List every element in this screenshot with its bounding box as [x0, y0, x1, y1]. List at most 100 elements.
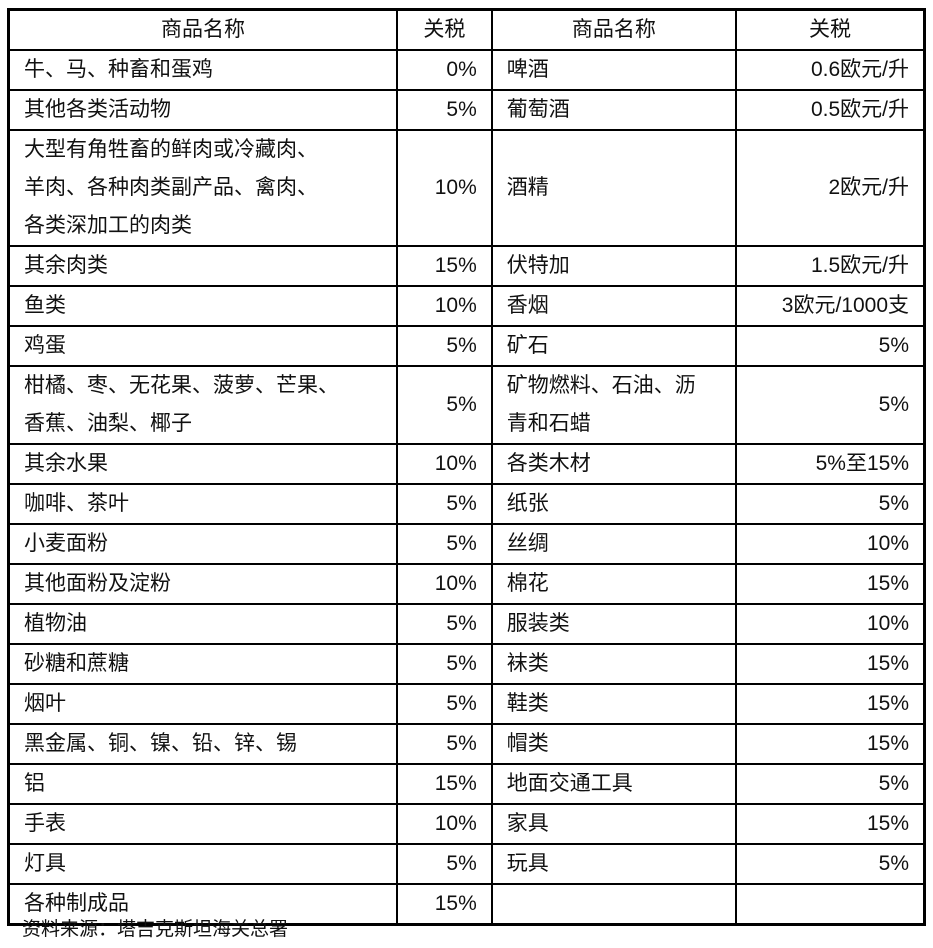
- tariff-cell: 5%: [395, 683, 493, 725]
- header-product-name: 商品名称: [490, 8, 737, 51]
- product-name-cell: 大型有角牲畜的鲜肉或冷藏肉、 羊肉、各种肉类副产品、禽肉、 各类深加工的肉类: [7, 129, 398, 247]
- product-name-cell: 香烟: [490, 285, 737, 327]
- product-name-cell: 鱼类: [7, 285, 398, 327]
- tariff-cell: 5%: [395, 483, 493, 525]
- tariff-cell: 0.5欧元/升: [734, 89, 926, 131]
- tariff-cell: 10%: [734, 603, 926, 645]
- table-row: 各种制成品 15%: [7, 883, 926, 926]
- product-name-cell: 袜类: [490, 643, 737, 685]
- tariff-cell: 5%: [734, 483, 926, 525]
- tariff-cell: 10%: [734, 523, 926, 565]
- tariff-cell: 15%: [734, 803, 926, 845]
- tariff-cell: 15%: [734, 683, 926, 725]
- tariff-cell: 10%: [395, 285, 493, 327]
- header-row: 商品名称 关税 商品名称 关税: [7, 8, 926, 51]
- tariff-cell: [734, 883, 926, 926]
- table-row: 牛、马、种畜和蛋鸡 0% 啤酒 0.6欧元/升: [7, 49, 926, 91]
- tariff-cell: 10%: [395, 443, 493, 485]
- tariff-cell: 5%: [395, 89, 493, 131]
- product-name-cell: 其他面粉及淀粉: [7, 563, 398, 605]
- product-name-cell: 服装类: [490, 603, 737, 645]
- product-name-cell: 矿石: [490, 325, 737, 367]
- product-name-cell: 植物油: [7, 603, 398, 645]
- product-name-cell: 各种制成品: [7, 883, 398, 926]
- tariff-cell: 5%: [395, 603, 493, 645]
- table-row: 铝 15% 地面交通工具 5%: [7, 763, 926, 805]
- table-row: 鸡蛋 5% 矿石 5%: [7, 325, 926, 367]
- tariff-cell: 5%至15%: [734, 443, 926, 485]
- tariff-cell: 2欧元/升: [734, 129, 926, 247]
- table-row: 其余肉类 15% 伏特加 1.5欧元/升: [7, 245, 926, 287]
- table-row: 其他面粉及淀粉 10% 棉花 15%: [7, 563, 926, 605]
- tariff-cell: 5%: [734, 763, 926, 805]
- tariff-cell: 0%: [395, 49, 493, 91]
- product-name-cell: 小麦面粉: [7, 523, 398, 565]
- tariff-cell: 15%: [734, 563, 926, 605]
- product-name-cell: 棉花: [490, 563, 737, 605]
- product-name-cell: 葡萄酒: [490, 89, 737, 131]
- tariff-table: 商品名称 关税 商品名称 关税 牛、马、种畜和蛋鸡 0% 啤酒 0.6欧元/升 其他各类…: [7, 8, 926, 926]
- product-name-cell: 帽类: [490, 723, 737, 765]
- product-name-cell: 灯具: [7, 843, 398, 885]
- tariff-cell: 1.5欧元/升: [734, 245, 926, 287]
- table-row: 鱼类 10% 香烟 3欧元/1000支: [7, 285, 926, 327]
- product-name-cell: 其余肉类: [7, 245, 398, 287]
- product-name-cell: 手表: [7, 803, 398, 845]
- table-row: 烟叶 5% 鞋类 15%: [7, 683, 926, 725]
- product-name-cell: 玩具: [490, 843, 737, 885]
- product-name-cell: 家具: [490, 803, 737, 845]
- table-row: 灯具 5% 玩具 5%: [7, 843, 926, 885]
- product-name-cell: 啤酒: [490, 49, 737, 91]
- tariff-cell: 10%: [395, 803, 493, 845]
- product-name-cell: 地面交通工具: [490, 763, 737, 805]
- product-name-cell: 烟叶: [7, 683, 398, 725]
- tariff-cell: 5%: [395, 325, 493, 367]
- table-row: 大型有角牲畜的鲜肉或冷藏肉、 羊肉、各种肉类副产品、禽肉、 各类深加工的肉类 10…: [7, 129, 926, 247]
- tariff-cell: 15%: [734, 643, 926, 685]
- product-name-cell: 伏特加: [490, 245, 737, 287]
- product-name-cell: 砂糖和蔗糖: [7, 643, 398, 685]
- tariff-cell: 5%: [734, 325, 926, 367]
- product-name-cell: 其他各类活动物: [7, 89, 398, 131]
- header-product-name: 商品名称: [7, 8, 398, 51]
- tariff-cell: 15%: [734, 723, 926, 765]
- product-name-cell: 牛、马、种畜和蛋鸡: [7, 49, 398, 91]
- product-name-cell: 酒精: [490, 129, 737, 247]
- header-tariff: 关税: [395, 8, 493, 51]
- tariff-cell: 5%: [395, 523, 493, 565]
- tariff-cell: 0.6欧元/升: [734, 49, 926, 91]
- product-name-cell: 矿物燃料、石油、沥 青和石蜡: [490, 365, 737, 445]
- table-row: 咖啡、茶叶 5% 纸张 5%: [7, 483, 926, 525]
- tariff-cell: 10%: [395, 563, 493, 605]
- source-note: 资料来源：塔吉克斯坦海关总署: [22, 919, 289, 940]
- tariff-cell: 15%: [395, 245, 493, 287]
- product-name-cell: [490, 883, 737, 926]
- product-name-cell: 铝: [7, 763, 398, 805]
- tariff-cell: 5%: [395, 723, 493, 765]
- tariff-cell: 5%: [734, 365, 926, 445]
- table-row: 植物油 5% 服装类 10%: [7, 603, 926, 645]
- table-row: 其他各类活动物 5% 葡萄酒 0.5欧元/升: [7, 89, 926, 131]
- tariff-cell: 5%: [395, 843, 493, 885]
- table-row: 黑金属、铜、镍、铅、锌、锡 5% 帽类 15%: [7, 723, 926, 765]
- product-name-cell: 丝绸: [490, 523, 737, 565]
- table-row: 柑橘、枣、无花果、菠萝、芒果、 香蕉、油梨、椰子 5% 矿物燃料、石油、沥 青和石蜡…: [7, 365, 926, 445]
- table-row: 手表 10% 家具 15%: [7, 803, 926, 845]
- tariff-cell: 5%: [395, 365, 493, 445]
- product-name-cell: 各类木材: [490, 443, 737, 485]
- table-row: 小麦面粉 5% 丝绸 10%: [7, 523, 926, 565]
- tariff-cell: 5%: [734, 843, 926, 885]
- tariff-cell: 10%: [395, 129, 493, 247]
- tariff-cell: 5%: [395, 643, 493, 685]
- tariff-cell: 15%: [395, 763, 493, 805]
- table-row: 其余水果 10% 各类木材 5%至15%: [7, 443, 926, 485]
- product-name-cell: 咖啡、茶叶: [7, 483, 398, 525]
- product-name-cell: 鸡蛋: [7, 325, 398, 367]
- header-tariff: 关税: [734, 8, 926, 51]
- product-name-cell: 鞋类: [490, 683, 737, 725]
- product-name-cell: 柑橘、枣、无花果、菠萝、芒果、 香蕉、油梨、椰子: [7, 365, 398, 445]
- product-name-cell: 其余水果: [7, 443, 398, 485]
- tariff-cell: 15%: [395, 883, 493, 926]
- tariff-cell: 3欧元/1000支: [734, 285, 926, 327]
- table-row: 砂糖和蔗糖 5% 袜类 15%: [7, 643, 926, 685]
